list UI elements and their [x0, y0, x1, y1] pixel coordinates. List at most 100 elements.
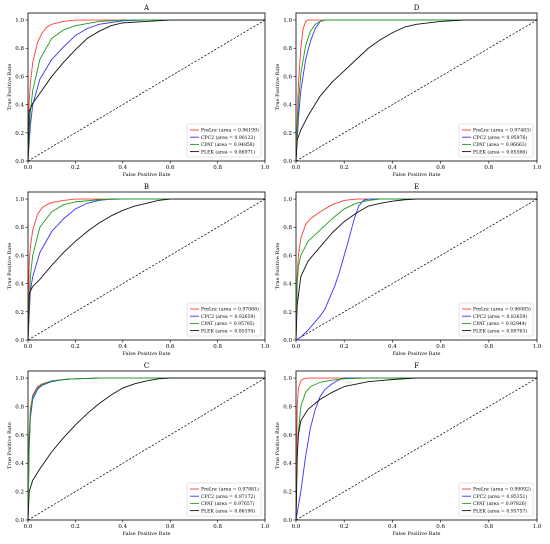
legend-entry: CPC2 (area = 0.83659)	[473, 313, 527, 320]
x-tick-label: 0.8	[213, 344, 222, 350]
legend-entry: PLEK (area = 0.85574)	[201, 327, 255, 334]
y-tick-label: 0.8	[283, 404, 292, 410]
roc-curve	[27, 198, 265, 341]
y-tick-label: 0.2	[283, 310, 292, 316]
y-axis-label: True Positive Rate	[275, 243, 281, 290]
y-tick-label: 0.4	[15, 282, 24, 288]
x-axis-label: False Positive Rate	[123, 531, 171, 537]
plot-frame	[27, 191, 266, 341]
x-tick-label: 1.0	[261, 524, 270, 530]
y-tick-label: 0.2	[15, 490, 24, 496]
roc-curve	[27, 198, 265, 341]
x-tick-label: 0.2	[340, 165, 349, 171]
panel-title: D	[414, 4, 420, 12]
roc-panel-c: C 0.00.0 0.2 0.2 0.4 0.4 0.6 0.6 0.8 0.8 1.0 1.0 Fal…	[7, 362, 270, 537]
x-axis-label: False Positive Rate	[393, 172, 441, 178]
roc-curve	[295, 377, 537, 521]
legend-entry: PreLnc (area = 0.96085)	[473, 306, 531, 313]
y-tick-label: 0.0	[15, 518, 24, 524]
x-tick-label: 1.0	[533, 344, 542, 350]
roc-curve	[295, 198, 537, 341]
y-tick-label: 0.4	[15, 103, 24, 109]
chance-diagonal	[27, 19, 266, 162]
roc-curve	[27, 19, 265, 162]
legend-entry: CPAT (area = 0.97826)	[473, 500, 527, 507]
legend: PreLnc (area = 0.96085)CPC2 (area = 0.83…	[458, 302, 534, 337]
legend-box	[458, 482, 534, 517]
roc-panel-d: D 0.00.0 0.2 0.2 0.4 0.4 0.6 0.6 0.8 0.8 1.0 1.0 Fal…	[275, 4, 542, 178]
y-tick-label: 0.6	[15, 74, 24, 80]
legend-entry: CPAT (area = 0.96663)	[473, 141, 527, 148]
legend-entry: PreLnc (area = 0.96199)	[201, 127, 259, 134]
x-tick-label: 0.4	[118, 524, 127, 530]
plot-frame	[27, 12, 266, 162]
y-tick-label: 0.0	[283, 159, 292, 165]
y-tick-label: 0.8	[283, 225, 292, 231]
legend-entry: CPC2 (area = 0.92659)	[201, 313, 255, 320]
x-axis-label: False Positive Rate	[123, 172, 171, 178]
y-tick-label: 1.0	[15, 197, 24, 203]
roc-panel-e: E 0.00.0 0.2 0.2 0.4 0.4 0.6 0.6 0.8 0.8 1.0 1.0 Fal…	[275, 183, 542, 357]
y-tick-label: 0.4	[283, 103, 292, 109]
roc-curve	[27, 19, 265, 162]
legend-entry: PLEK (area = 0.85566)	[473, 148, 527, 155]
x-tick-label: 0.6	[166, 524, 175, 530]
legend-entry: CPAT (area = 0.97657)	[201, 500, 255, 507]
chance-diagonal	[295, 19, 538, 162]
legend-entry: CPC2 (area = 0.90122)	[201, 134, 255, 141]
y-tick-label: 0.0	[283, 518, 292, 524]
chance-diagonal	[295, 198, 538, 341]
legend-entry: CPC2 (area = 0.97172)	[201, 493, 255, 500]
x-axis-label: False Positive Rate	[123, 351, 171, 357]
roc-curve	[295, 19, 537, 162]
roc-curve	[27, 19, 265, 162]
plot-frame	[295, 191, 538, 341]
legend-entry: PreLnc (area = 0.99092)	[473, 486, 531, 493]
y-tick-label: 0.8	[15, 225, 24, 231]
roc-curve	[295, 198, 537, 341]
x-tick-label: 0.4	[118, 344, 127, 350]
y-tick-label: 1.0	[283, 197, 292, 203]
y-tick-label: 0.2	[283, 131, 292, 137]
x-tick-label: 1.0	[261, 165, 270, 171]
x-tick-label: 0.6	[436, 344, 445, 350]
roc-curve	[295, 19, 537, 162]
legend-entry: CPC2 (area = 0.95351)	[473, 493, 527, 500]
legend-entry: CPAT (area = 0.92944)	[473, 320, 527, 327]
legend-entry: PLEK (area = 0.86190)	[201, 507, 255, 514]
y-tick-label: 0.4	[283, 282, 292, 288]
y-tick-label: 0.8	[15, 46, 24, 52]
x-tick-label: 0.4	[118, 165, 127, 171]
x-tick-label: 0.0	[292, 524, 301, 530]
x-tick-label: 0.0	[24, 344, 33, 350]
y-tick-label: 1.0	[283, 18, 292, 24]
x-tick-label: 0.2	[340, 524, 349, 530]
x-tick-label: 0.4	[388, 165, 397, 171]
legend-entry: CPC2 (area = 0.95976)	[473, 134, 527, 141]
y-tick-label: 1.0	[15, 18, 24, 24]
legend-box	[458, 123, 534, 158]
legend: PreLnc (area = 0.97088)CPC2 (area = 0.92…	[186, 302, 262, 337]
y-tick-label: 0.0	[283, 338, 292, 344]
y-axis-label: True Positive Rate	[7, 422, 13, 469]
legend: PreLnc (area = 0.97881)CPC2 (area = 0.97…	[186, 482, 262, 517]
y-tick-label: 0.6	[283, 74, 292, 80]
plot-frame	[295, 12, 538, 162]
roc-curve	[295, 377, 537, 521]
legend: PreLnc (area = 0.96199)CPC2 (area = 0.90…	[186, 123, 262, 158]
chance-diagonal	[27, 377, 266, 521]
y-tick-label: 0.6	[15, 253, 24, 259]
legend-box	[458, 302, 534, 337]
roc-curve	[27, 198, 265, 341]
y-tick-label: 0.2	[15, 310, 24, 316]
x-tick-label: 1.0	[533, 165, 542, 171]
legend: PreLnc (area = 0.99092)CPC2 (area = 0.95…	[458, 482, 534, 517]
x-axis-label: False Positive Rate	[393, 531, 441, 537]
y-tick-label: 0.0	[15, 338, 24, 344]
y-tick-label: 0.0	[15, 159, 24, 165]
roc-curve	[295, 19, 537, 162]
x-tick-label: 0.6	[436, 165, 445, 171]
chance-diagonal	[295, 377, 538, 521]
x-tick-label: 0.0	[24, 165, 33, 171]
x-tick-label: 0.2	[71, 165, 80, 171]
